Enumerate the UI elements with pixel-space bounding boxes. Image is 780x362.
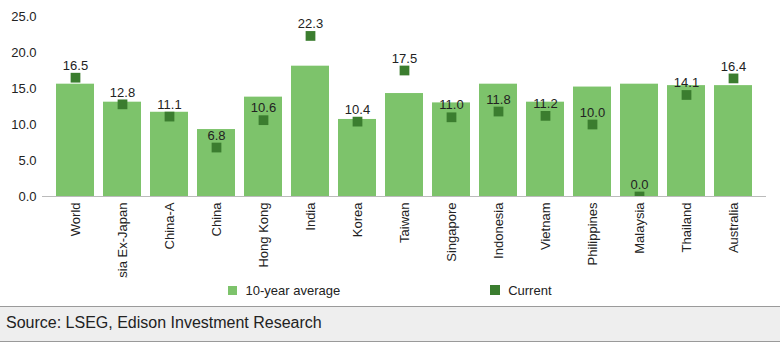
svg-text:14.1: 14.1 xyxy=(674,75,699,90)
svg-text:10.0: 10.0 xyxy=(11,117,36,132)
svg-text:0.0: 0.0 xyxy=(630,177,648,192)
svg-text:Thailand: Thailand xyxy=(679,203,694,253)
svg-text:11.8: 11.8 xyxy=(486,92,510,107)
svg-text:10.4: 10.4 xyxy=(345,102,370,117)
svg-text:25.0: 25.0 xyxy=(11,9,36,24)
svg-text:Philippines: Philippines xyxy=(585,202,600,265)
html-text:Source: LSEG, Edison Investmen: Source: LSEG, Edison Investment Research xyxy=(6,314,322,331)
svg-text:China: China xyxy=(209,202,224,237)
svg-text:Hong Kong: Hong Kong xyxy=(256,203,271,268)
svg-text:Taiwan: Taiwan xyxy=(397,203,412,243)
svg-text:15.0: 15.0 xyxy=(11,81,36,96)
svg-text:11.2: 11.2 xyxy=(533,96,557,111)
svg-text:10.6: 10.6 xyxy=(251,100,276,115)
svg-text:16.5: 16.5 xyxy=(63,58,88,73)
svg-text:Singapore: Singapore xyxy=(444,203,459,262)
svg-text:22.3: 22.3 xyxy=(298,16,323,31)
svg-text:India: India xyxy=(303,202,318,231)
svg-text:5.0: 5.0 xyxy=(18,153,36,168)
svg-text:Indonesia: Indonesia xyxy=(491,202,506,259)
svg-text:11.0: 11.0 xyxy=(439,97,463,112)
html-text:Current: Current xyxy=(508,282,552,298)
svg-text:World: World xyxy=(68,203,83,237)
svg-text:20.0: 20.0 xyxy=(11,45,36,60)
svg-text:16.4: 16.4 xyxy=(721,59,746,74)
svg-text:11.1: 11.1 xyxy=(157,97,181,112)
svg-text:17.5: 17.5 xyxy=(392,51,417,66)
svg-text:China-A: China-A xyxy=(162,202,177,249)
svg-text:12.8: 12.8 xyxy=(110,85,135,100)
svg-text:Vietnam: Vietnam xyxy=(538,203,553,250)
svg-text:0.0: 0.0 xyxy=(18,189,36,204)
svg-text:Malaysia: Malaysia xyxy=(632,202,647,254)
svg-text:Australia: Australia xyxy=(726,202,741,253)
html-text:10-year average: 10-year average xyxy=(245,282,341,298)
svg-text:10.0: 10.0 xyxy=(580,105,605,120)
svg-text:Korea: Korea xyxy=(350,202,365,237)
svg-text:6.8: 6.8 xyxy=(207,128,225,143)
svg-text:Asia Ex-Japan: Asia Ex-Japan xyxy=(115,203,130,279)
